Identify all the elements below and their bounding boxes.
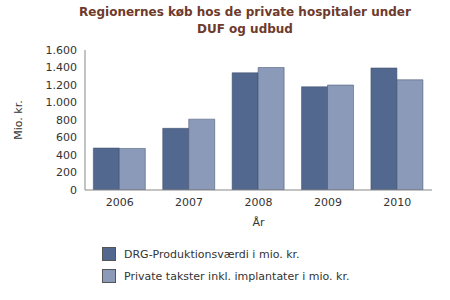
- svg-text:600: 600: [56, 131, 77, 144]
- svg-text:0: 0: [70, 184, 77, 197]
- svg-text:200: 200: [56, 166, 77, 179]
- svg-text:1.200: 1.200: [46, 79, 78, 92]
- svg-text:2006: 2006: [106, 196, 134, 209]
- svg-text:800: 800: [56, 114, 77, 127]
- svg-text:2010: 2010: [383, 196, 411, 209]
- svg-text:1.000: 1.000: [46, 96, 78, 109]
- svg-text:1.600: 1.600: [46, 44, 78, 57]
- svg-text:Mio. kr.: Mio. kr.: [12, 100, 25, 139]
- svg-text:2007: 2007: [175, 196, 203, 209]
- svg-text:2008: 2008: [245, 196, 273, 209]
- html-text:Regionernes køb hos de private: Regionernes køb hos de private hospitale…: [79, 5, 411, 36]
- svg-text:År: År: [252, 216, 265, 229]
- svg-text:1.400: 1.400: [46, 61, 78, 74]
- html-text:DRG-Produktionsværdi i mio. kr: DRG-Produktionsværdi i mio. kr.: [124, 247, 300, 261]
- svg-text:2009: 2009: [314, 196, 342, 209]
- html-text:Private takster inkl. implanta: Private takster inkl. implantater i mio.…: [124, 269, 350, 283]
- svg-text:400: 400: [56, 149, 77, 162]
